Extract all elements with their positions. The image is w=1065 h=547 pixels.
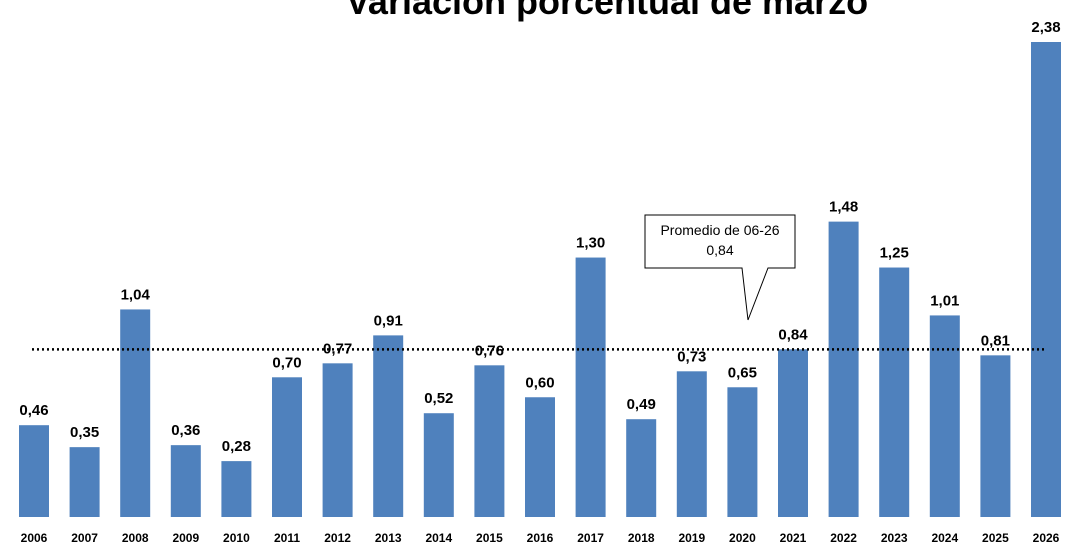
value-label: 1,04 bbox=[121, 286, 151, 303]
value-label: 0,84 bbox=[778, 326, 808, 343]
x-tick-label: 2025 bbox=[982, 531, 1009, 545]
x-tick-label: 2023 bbox=[881, 531, 908, 545]
bar bbox=[373, 335, 404, 517]
x-tick-label: 2009 bbox=[172, 531, 199, 545]
bar bbox=[727, 387, 758, 517]
x-tick-label: 2020 bbox=[729, 531, 756, 545]
bar bbox=[778, 349, 808, 517]
value-label: 0,65 bbox=[728, 364, 757, 381]
bar bbox=[676, 371, 707, 517]
x-tick-label: 2016 bbox=[527, 531, 554, 545]
bar bbox=[525, 397, 555, 517]
bar bbox=[626, 419, 657, 517]
bar bbox=[575, 257, 606, 517]
bar bbox=[1031, 42, 1061, 517]
x-tick-label: 2013 bbox=[375, 531, 402, 545]
bar bbox=[221, 461, 252, 517]
bar bbox=[272, 377, 302, 517]
value-label: 0,91 bbox=[374, 312, 403, 329]
value-label: 0,73 bbox=[677, 348, 706, 365]
value-label: 0,60 bbox=[525, 374, 554, 391]
x-tick-label: 2021 bbox=[780, 531, 807, 545]
value-label: 1,25 bbox=[880, 245, 909, 262]
value-label: 0,70 bbox=[272, 354, 301, 371]
x-tick-label: 2022 bbox=[830, 531, 857, 545]
x-tick-label: 2008 bbox=[122, 531, 149, 545]
value-label: 0,35 bbox=[70, 424, 99, 441]
bar bbox=[423, 413, 454, 517]
bar bbox=[879, 267, 910, 517]
x-tick-label: 2007 bbox=[71, 531, 98, 545]
x-tick-label: 2024 bbox=[931, 531, 958, 545]
bar bbox=[170, 445, 201, 517]
value-label: 0,49 bbox=[627, 396, 656, 413]
callout-label: Promedio de 06-26 bbox=[660, 222, 779, 238]
value-label: 0,81 bbox=[981, 332, 1010, 349]
x-tick-label: 2019 bbox=[678, 531, 705, 545]
bar bbox=[474, 365, 505, 517]
bar bbox=[980, 355, 1011, 517]
callout-value: 0,84 bbox=[706, 242, 733, 258]
x-tick-label: 2011 bbox=[274, 531, 300, 545]
bar bbox=[929, 315, 960, 517]
x-tick-label: 2014 bbox=[425, 531, 452, 545]
x-tick-label: 2018 bbox=[628, 531, 655, 545]
x-tick-label: 2015 bbox=[476, 531, 503, 545]
x-tick-label: 2026 bbox=[1033, 531, 1060, 545]
callout-box bbox=[644, 214, 796, 321]
bar bbox=[69, 447, 100, 517]
value-label: 0,52 bbox=[424, 390, 453, 407]
value-label: 1,48 bbox=[829, 199, 858, 216]
bar bbox=[828, 221, 859, 518]
x-tick-label: 2012 bbox=[324, 531, 351, 545]
x-tick-label: 2017 bbox=[577, 531, 604, 545]
value-label: 0,28 bbox=[222, 438, 251, 455]
value-label: 2,38 bbox=[1031, 19, 1060, 36]
bar bbox=[120, 309, 151, 517]
bar bbox=[19, 425, 49, 517]
value-label: 0,46 bbox=[19, 402, 48, 419]
chart-title: Variación porcentual de marzo bbox=[346, 0, 868, 22]
x-tick-label: 2006 bbox=[21, 531, 48, 545]
value-label: 0,76 bbox=[475, 342, 504, 359]
value-label: 1,30 bbox=[576, 235, 605, 252]
x-tick-label: 2010 bbox=[223, 531, 250, 545]
bar bbox=[322, 363, 353, 517]
value-label: 0,36 bbox=[171, 422, 200, 439]
value-label: 1,01 bbox=[930, 292, 959, 309]
